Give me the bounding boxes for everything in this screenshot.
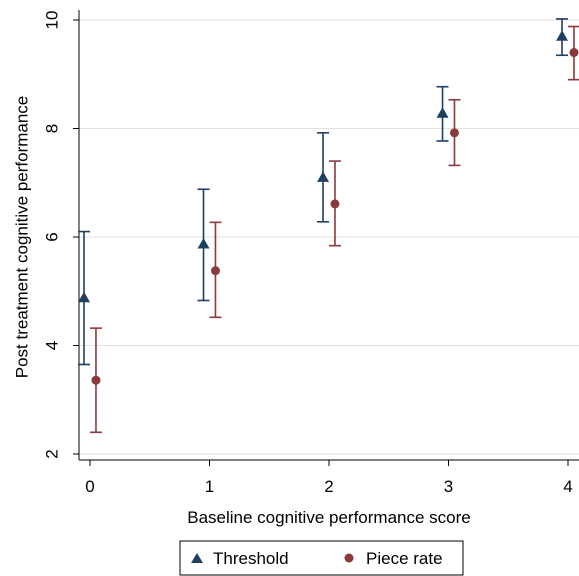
grid-lines xyxy=(79,19,579,455)
data-point-triangle xyxy=(317,171,330,182)
legend-threshold-label: Threshold xyxy=(213,549,289,568)
data-point-triangle xyxy=(78,291,91,303)
legend-threshold-marker xyxy=(191,553,203,563)
legend-piece-rate-marker xyxy=(344,553,354,563)
data-point-circle xyxy=(449,128,459,138)
series-piece-rate xyxy=(89,25,579,434)
y-tick-label: 8 xyxy=(43,124,62,133)
x-axis-title: Baseline cognitive performance score xyxy=(187,508,470,527)
x-ticks: 0 1 2 3 4 xyxy=(85,460,573,496)
data-point-circle xyxy=(210,266,220,276)
axes xyxy=(78,10,579,461)
x-tick-label: 4 xyxy=(563,477,572,496)
data-point-triangle xyxy=(436,107,449,118)
x-tick-label: 3 xyxy=(444,477,453,496)
legend: Threshold Piece rate xyxy=(179,540,464,576)
y-tick-label: 6 xyxy=(43,232,62,241)
y-tick-label: 10 xyxy=(43,11,62,30)
y-tick-label: 4 xyxy=(43,341,62,350)
y-axis-title: Post treatment cognitive performance xyxy=(13,96,32,379)
data-point-triangle xyxy=(197,238,210,249)
x-tick-label: 0 xyxy=(85,477,94,496)
data-point-circle xyxy=(330,199,340,209)
data-point-triangle xyxy=(556,30,569,41)
y-tick-label: 2 xyxy=(43,449,62,458)
data-point-circle xyxy=(569,48,579,58)
x-tick-label: 2 xyxy=(324,477,333,496)
legend-box xyxy=(179,540,464,576)
data-point-circle xyxy=(91,375,101,385)
series-threshold xyxy=(78,18,569,366)
y-ticks: 2 4 6 8 10 xyxy=(43,11,79,459)
plot-series xyxy=(78,18,579,434)
x-tick-label: 1 xyxy=(205,477,214,496)
legend-piece-rate-label: Piece rate xyxy=(366,549,443,568)
